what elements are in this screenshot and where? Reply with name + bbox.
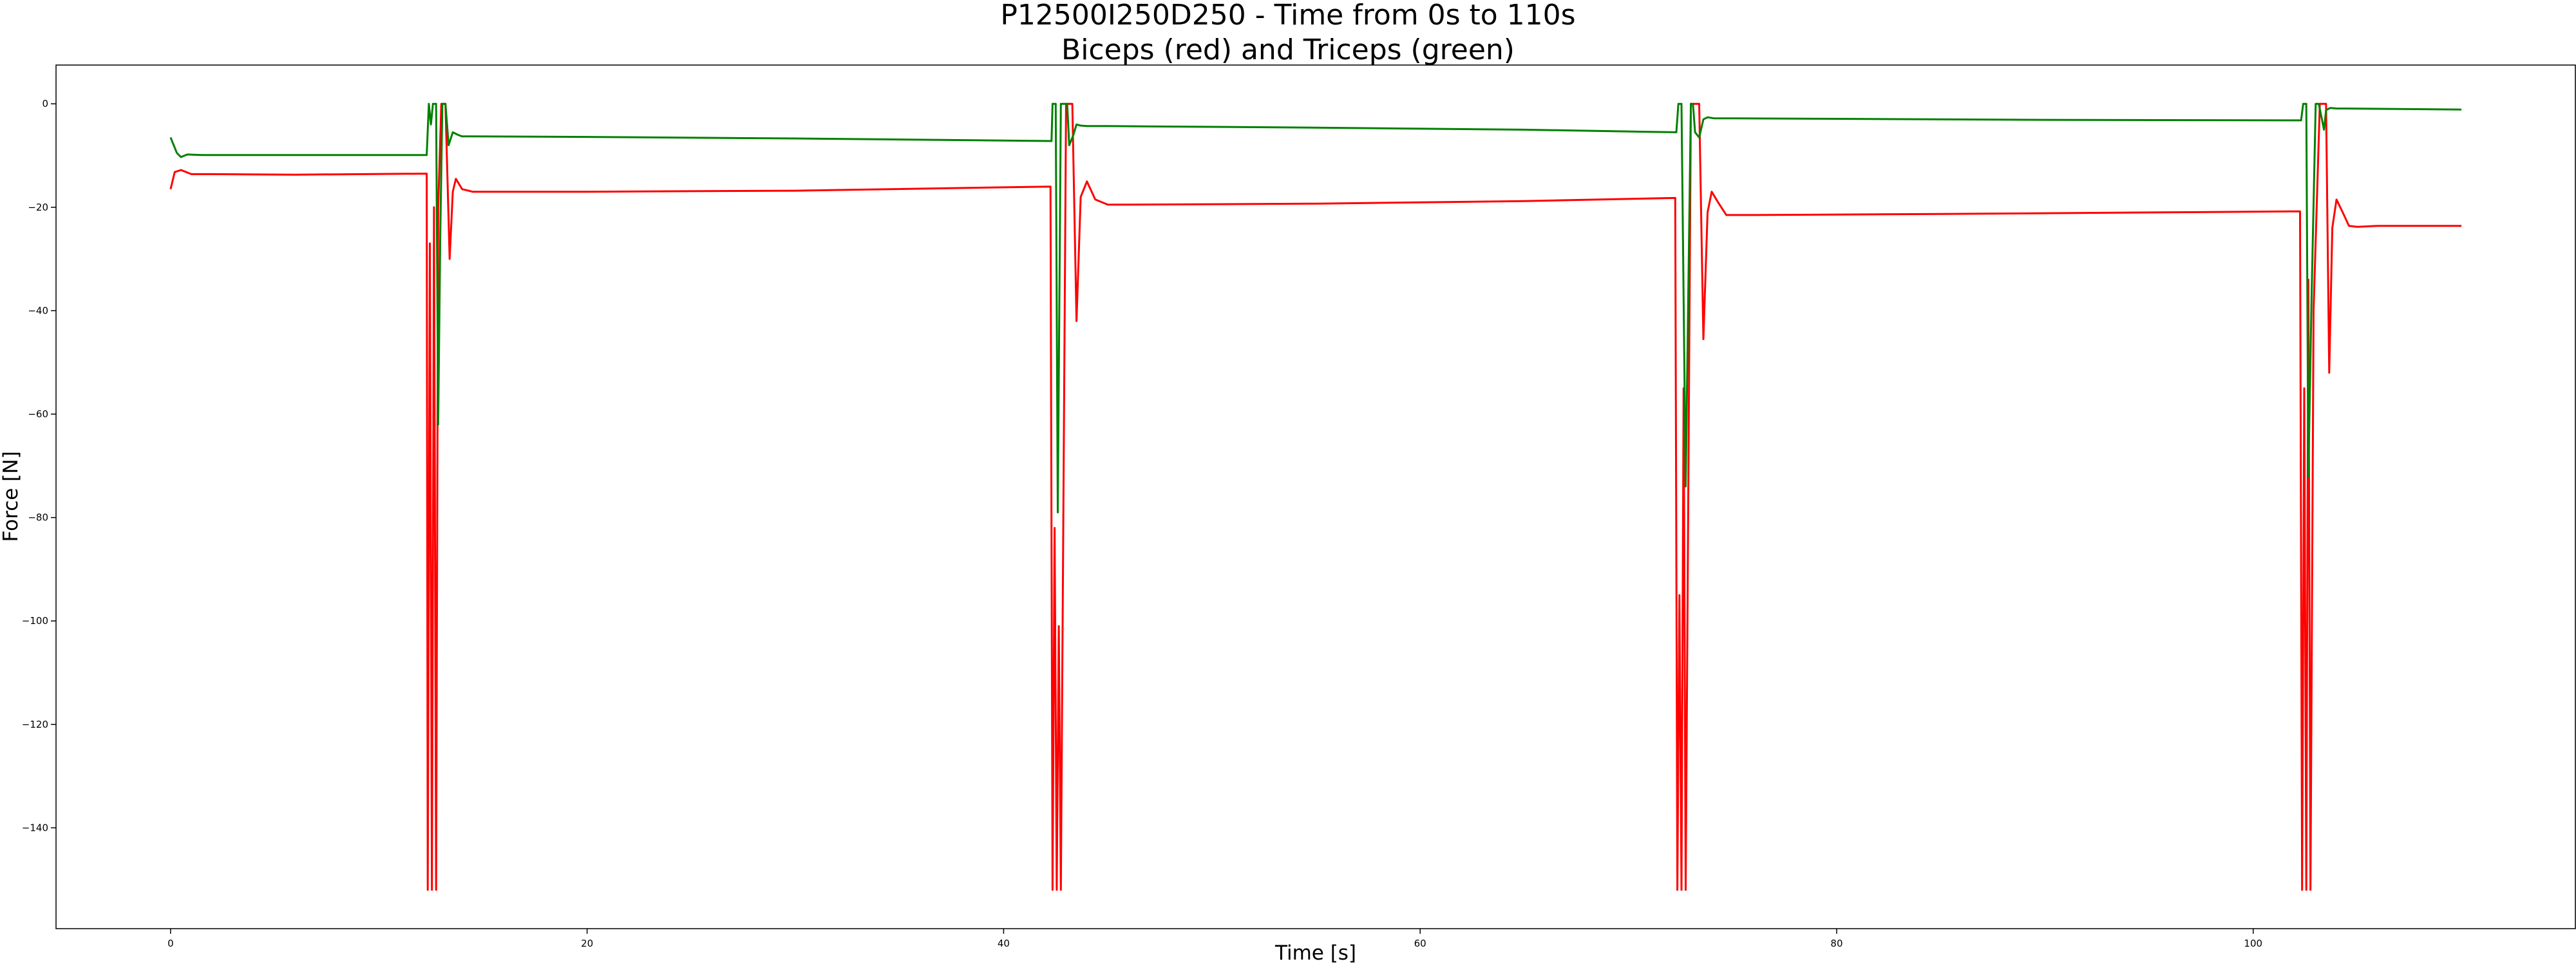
x-tick-label: 20 <box>581 938 593 949</box>
y-axis-label: Force [N] <box>0 451 23 542</box>
series-line-1 <box>169 102 2462 514</box>
y-tick-label: −20 <box>28 202 48 213</box>
series-group <box>169 102 2462 891</box>
x-tick-label: 0 <box>167 938 174 949</box>
chart-subtitle: Biceps (red) and Triceps (green) <box>1061 33 1515 66</box>
chart-title: P12500I250D250 - Time from 0s to 110s <box>1000 0 1575 32</box>
series-line-0 <box>169 102 2462 891</box>
x-axis-label: Time [s] <box>1274 942 1356 965</box>
x-tick-label: 60 <box>1414 938 1426 949</box>
x-tick-label: 100 <box>2244 938 2262 949</box>
y-axis-ticks: 0 −20 −40 −60 −80 −100 −120 −140 <box>22 98 56 833</box>
x-tick-label: 40 <box>998 938 1010 949</box>
y-tick-label: −80 <box>28 512 48 524</box>
y-tick-label: −60 <box>28 408 48 420</box>
y-tick-label: 0 <box>42 98 48 109</box>
x-axis-ticks: 0 20 40 60 80 100 <box>167 929 2262 949</box>
y-tick-label: −40 <box>28 305 48 316</box>
x-tick-label: 80 <box>1830 938 1842 949</box>
y-tick-label: −100 <box>22 615 48 627</box>
y-tick-label: −140 <box>22 822 48 833</box>
plot-area-frame <box>55 64 2576 929</box>
y-tick-label: −120 <box>22 719 48 730</box>
